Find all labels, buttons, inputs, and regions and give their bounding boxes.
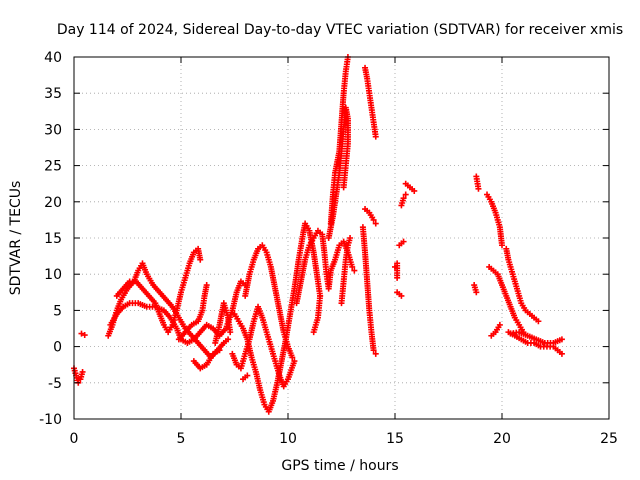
data-point [81, 332, 88, 339]
data-point [402, 191, 409, 198]
data-point [398, 292, 405, 299]
data-point [227, 329, 234, 336]
series-ac [486, 263, 527, 336]
series-q [338, 235, 354, 307]
series-t [359, 224, 379, 357]
x-tick-label: 10 [279, 431, 297, 447]
x-tick-label: 15 [386, 431, 404, 447]
series-g [190, 347, 223, 372]
data-point [349, 263, 356, 270]
series-f [175, 282, 210, 343]
data-point [370, 216, 377, 223]
x-axis-title: GPS time / hours [281, 458, 398, 474]
data-series [71, 54, 565, 415]
axis-ticks: 0 5 10 15 20 25 -10 -5 0 5 10 15 20 25 30 35 40 [39, 50, 618, 447]
data-point [244, 372, 251, 379]
data-point [400, 195, 407, 202]
y-axis-title: SDTVAR / TECUs [8, 181, 24, 296]
series-ae [503, 245, 542, 325]
y-tick-label: 0 [53, 340, 62, 356]
series-af [505, 329, 565, 357]
data-point [473, 289, 480, 296]
data-point [370, 347, 377, 354]
series-a [71, 365, 86, 386]
series-v [394, 289, 405, 299]
data-point [79, 368, 86, 375]
data-point [78, 330, 85, 337]
y-tick-label: 25 [44, 159, 62, 175]
series-z [473, 173, 482, 192]
data-point [225, 336, 232, 343]
series-e [113, 245, 204, 336]
y-tick-label: 20 [44, 195, 62, 211]
series-u [392, 260, 401, 281]
series-x [398, 191, 409, 209]
series-n [310, 292, 324, 336]
series-l [242, 242, 296, 361]
data-point [496, 321, 503, 328]
data-point [216, 347, 223, 354]
data-point [558, 350, 565, 357]
data-point [499, 242, 505, 249]
x-tick-label: 5 [177, 431, 186, 447]
series-b [78, 330, 88, 339]
data-point [347, 235, 354, 241]
series-p [325, 104, 351, 241]
series-ag [507, 329, 565, 346]
data-point [372, 350, 379, 357]
data-point [535, 318, 542, 325]
data-point [372, 220, 379, 227]
series-ad [488, 321, 503, 339]
series-w [396, 238, 407, 249]
data-point [475, 185, 482, 192]
data-point [394, 274, 401, 281]
y-tick-label: 15 [44, 231, 62, 247]
series-k [240, 372, 251, 383]
data-point [203, 282, 210, 289]
data-point [317, 292, 324, 299]
data-point [400, 238, 407, 245]
y-tick-label: 5 [53, 303, 62, 319]
x-tick-label: 25 [600, 431, 618, 447]
data-point [289, 354, 296, 361]
series-j [231, 220, 324, 415]
series-aa [471, 282, 480, 296]
data-point [340, 184, 347, 191]
data-point [197, 256, 204, 263]
y-tick-label: 30 [44, 122, 62, 138]
series-r [362, 64, 379, 140]
y-tick-label: 40 [44, 50, 62, 66]
data-point [351, 267, 358, 274]
series-s [362, 206, 379, 227]
x-tick-label: 20 [493, 431, 511, 447]
y-tick-label: 35 [44, 86, 62, 102]
y-tick-label: -10 [39, 412, 62, 428]
data-point [558, 336, 565, 343]
data-point [291, 358, 298, 365]
y-tick-label: -5 [48, 376, 62, 392]
series-ab [484, 191, 505, 249]
x-tick-label: 0 [70, 431, 79, 447]
data-point [411, 187, 418, 194]
y-tick-label: 10 [44, 267, 62, 283]
data-point [372, 133, 379, 140]
series-y [402, 180, 418, 194]
series-h [212, 300, 234, 346]
chart-title: Day 114 of 2024, Sidereal Day-to-day VTE… [57, 22, 623, 38]
